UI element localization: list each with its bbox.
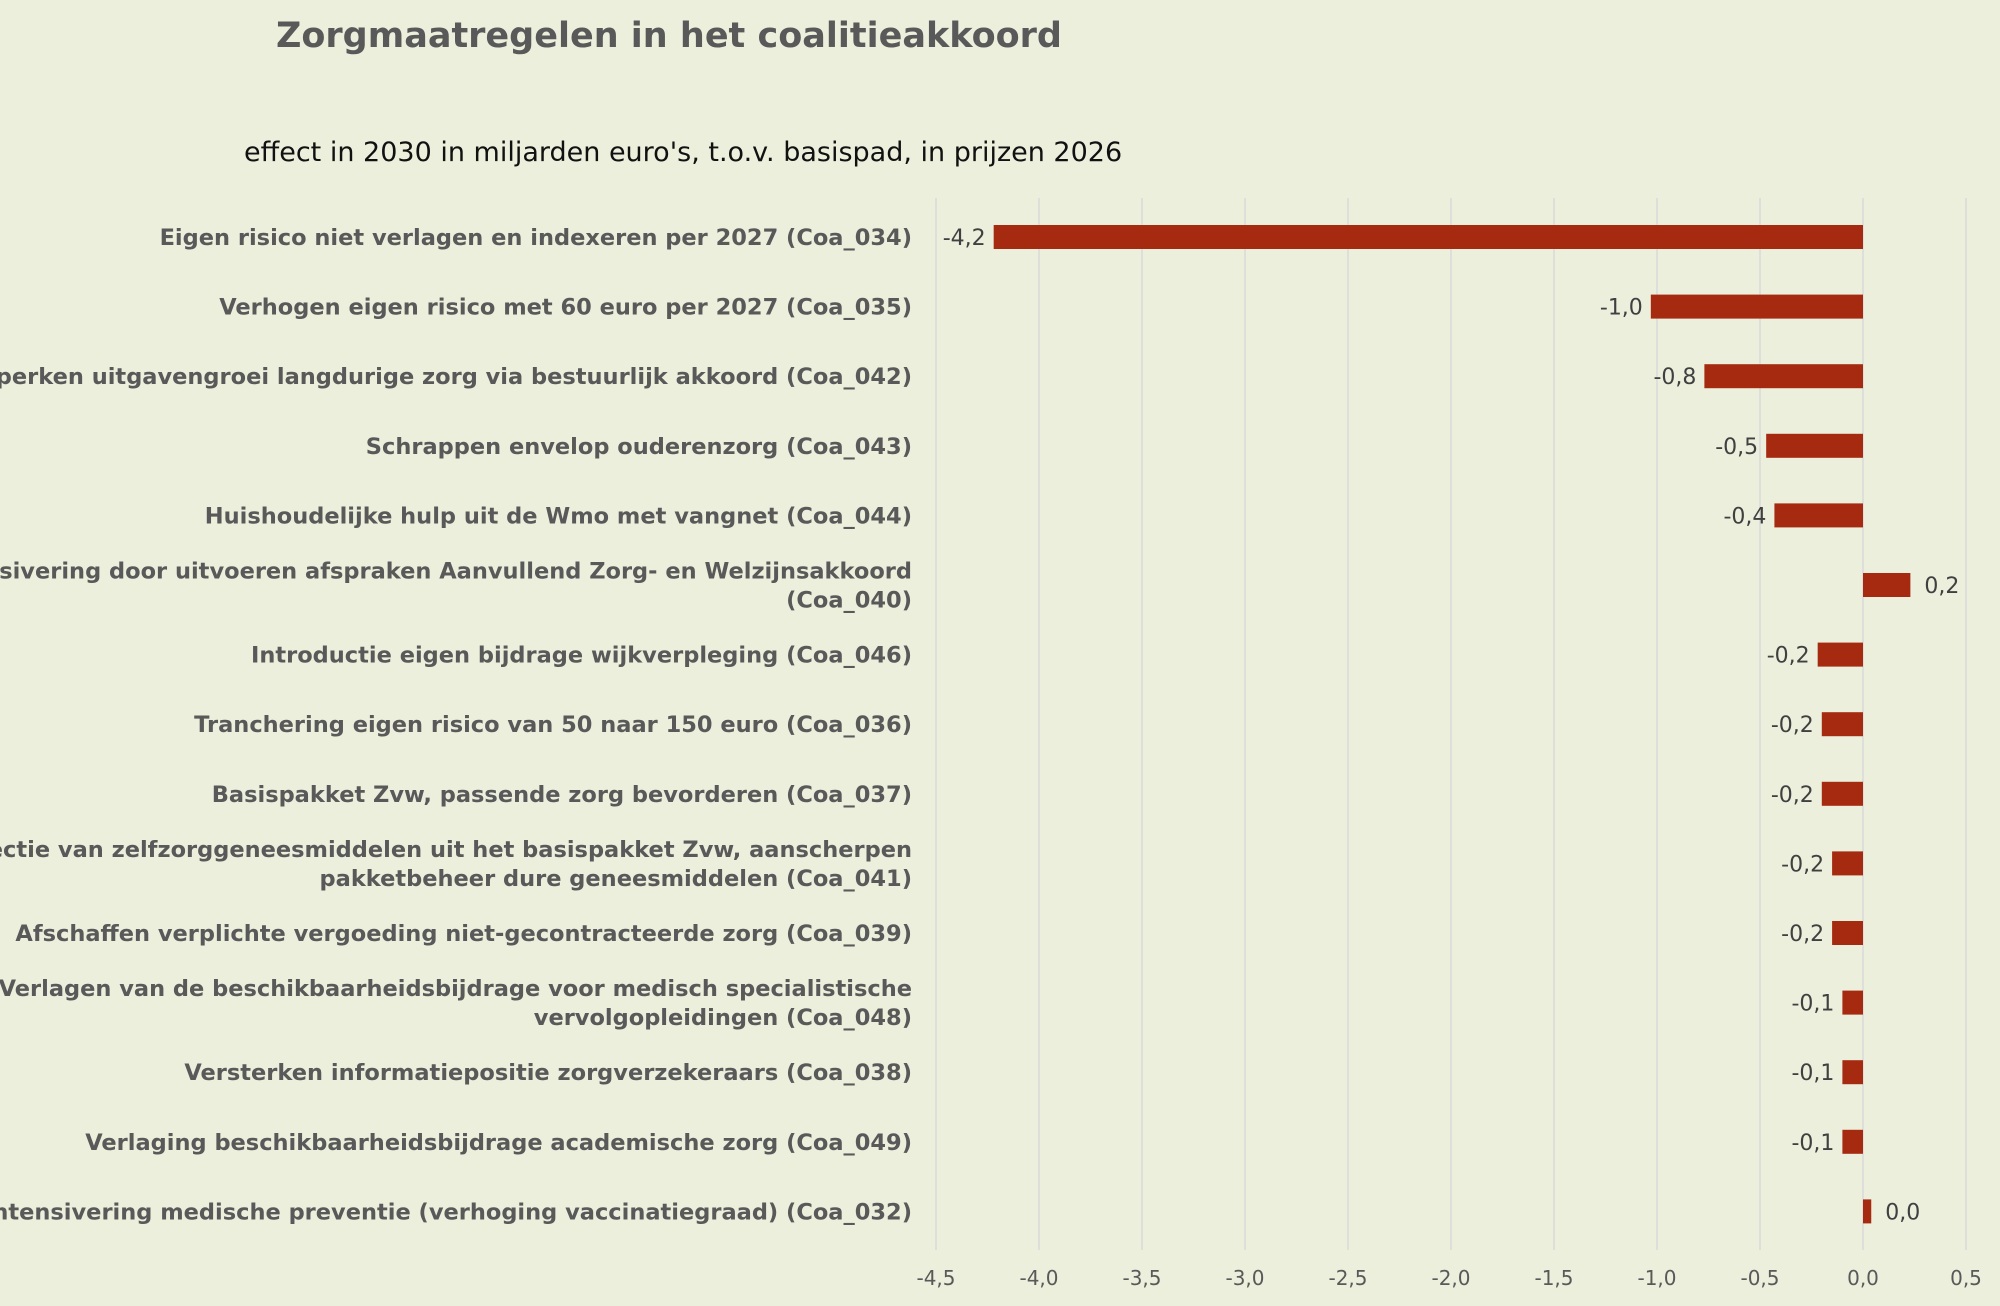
bar	[1766, 433, 1863, 458]
data-label: -0,1	[1791, 1061, 1834, 1086]
x-tick-label: -2,5	[1328, 1266, 1367, 1290]
bar	[1832, 921, 1863, 945]
category-label: Verhogen eigen risico met 60 euro per 20…	[219, 295, 912, 321]
category-label: Intensivering door uitvoeren afspraken A…	[0, 559, 912, 585]
bar	[1821, 712, 1863, 737]
chart-title: Zorgmaatregelen in het coalitieakkoord	[276, 16, 1062, 56]
bar	[1774, 503, 1863, 528]
data-label: 0,0	[1885, 1200, 1920, 1225]
category-label: Selectie van zelfzorggeneesmiddelen uit …	[0, 837, 912, 863]
category-label: vervolgopleidingen (Coa_048)	[534, 1005, 912, 1031]
x-tick-label: -3,5	[1122, 1266, 1161, 1290]
category-label: Huishoudelijke hulp uit de Wmo met vangn…	[205, 503, 912, 529]
category-label: Eigen risico niet verlagen en indexeren …	[160, 225, 912, 251]
bar	[1842, 990, 1863, 1015]
bar	[1817, 642, 1863, 667]
bars	[993, 225, 1911, 1224]
category-label: Beperken uitgavengroei langdurige zorg v…	[0, 364, 912, 390]
category-labels: Eigen risico niet verlagen en indexeren …	[0, 225, 912, 1225]
chart-subtitle: effect in 2030 in miljarden euro's, t.o.…	[244, 137, 1122, 168]
x-tick-label: -1,0	[1637, 1266, 1676, 1290]
data-label: -0,2	[1781, 922, 1824, 947]
category-label: Schrappen envelop ouderenzorg (Coa_043)	[366, 434, 912, 460]
data-label: -0,2	[1767, 644, 1810, 669]
data-label: -0,2	[1771, 713, 1814, 738]
bar	[1842, 1129, 1863, 1154]
bar	[1650, 294, 1863, 319]
data-label: -0,8	[1653, 365, 1696, 390]
data-label: -4,2	[943, 226, 986, 251]
x-axis-tick-labels: -4,5 -4,0 -3,5 -3,0 -2,5 -2,0 -1,5 -1,0 -0,5 0,0 0…	[916, 1266, 1981, 1290]
x-tick-label: -0,5	[1740, 1266, 1779, 1290]
data-label: -1,0	[1600, 296, 1643, 321]
bar	[1704, 364, 1863, 389]
x-tick-label: -1,5	[1534, 1266, 1573, 1290]
category-label: Verlaging beschikbaarheidsbijdrage acade…	[85, 1130, 912, 1156]
bar	[1863, 1199, 1872, 1224]
category-label: Intensivering medische preventie (verhog…	[0, 1199, 912, 1225]
category-label: Basispakket Zvw, passende zorg bevordere…	[212, 782, 912, 808]
x-tick-label: 0,0	[1847, 1266, 1879, 1290]
category-label: pakketbeheer dure geneesmiddelen (Coa_04…	[320, 866, 912, 892]
x-tick-label: -4,5	[916, 1266, 955, 1290]
x-tick-label: 0,5	[1950, 1266, 1982, 1290]
data-label: -0,4	[1723, 504, 1766, 529]
bar	[1842, 1060, 1863, 1085]
data-label: 0,2	[1924, 574, 1959, 599]
bar	[1821, 781, 1863, 806]
data-label: -0,2	[1781, 852, 1824, 877]
data-label: -0,5	[1715, 435, 1758, 460]
x-tick-label: -4,0	[1019, 1266, 1058, 1290]
bar	[1832, 851, 1863, 876]
x-tick-label: -2,0	[1431, 1266, 1470, 1290]
bar	[1863, 573, 1911, 597]
category-label: Tranchering eigen risico van 50 naar 150…	[194, 712, 912, 738]
bar	[993, 225, 1863, 249]
data-label: -0,2	[1771, 783, 1814, 808]
category-label: (Coa_040)	[786, 588, 912, 614]
x-tick-label: -3,0	[1225, 1266, 1264, 1290]
category-label: Verlagen van de beschikbaarheidsbijdrage…	[0, 976, 912, 1002]
data-label: -0,1	[1791, 1131, 1834, 1156]
category-label: Afschaffen verplichte vergoeding niet-ge…	[15, 921, 912, 947]
category-label: Versterken informatiepositie zorgverzeke…	[184, 1060, 912, 1086]
category-label: Introductie eigen bijdrage wijkverplegin…	[251, 643, 912, 669]
data-label: -0,1	[1791, 992, 1834, 1017]
data-labels: -4,2 -1,0 -0,8 -0,5 -0,4 0,2 -0,2 -0,2 -0,2 -0,2 -…	[943, 226, 1960, 1225]
